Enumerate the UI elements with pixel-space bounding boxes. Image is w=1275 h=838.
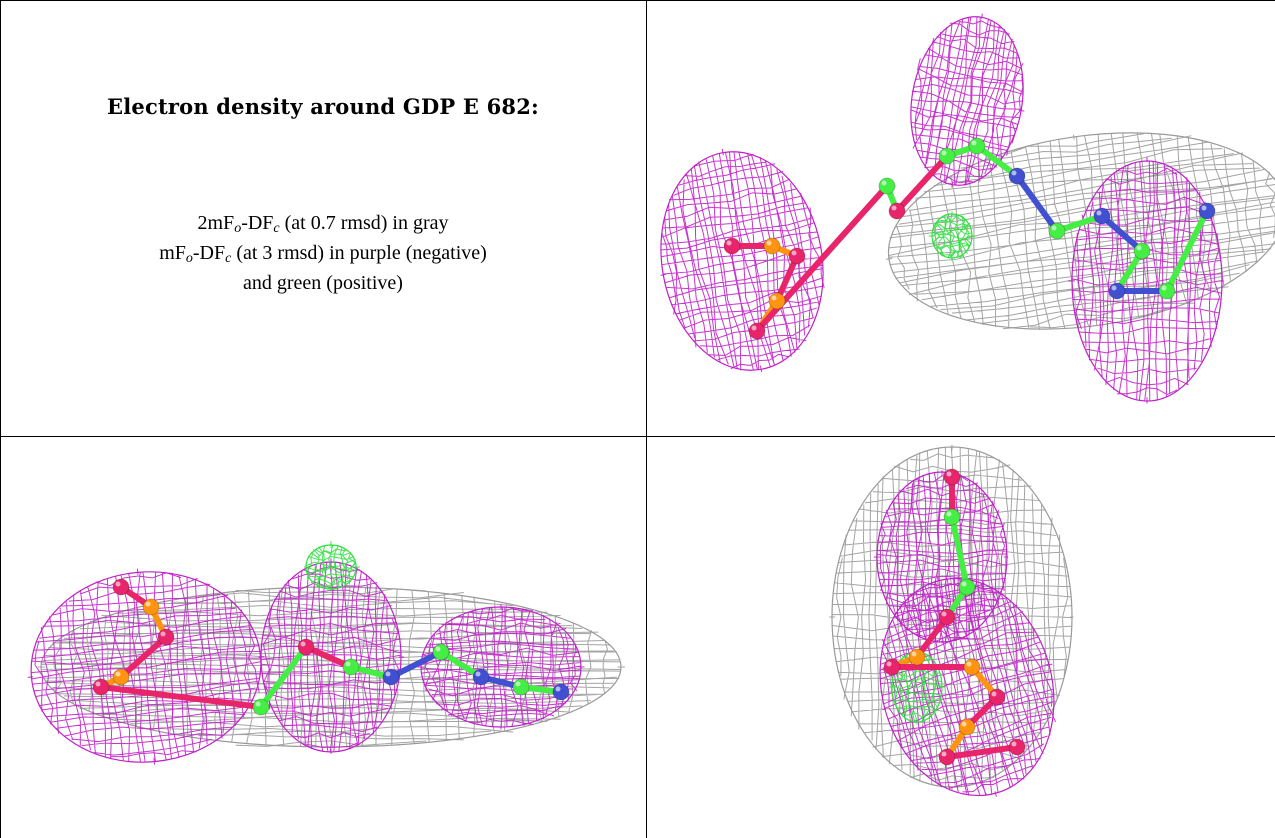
figure-title: Electron density around GDP E 682: bbox=[107, 94, 539, 119]
gdp-model-view1 bbox=[723, 137, 1216, 340]
line1-sub-c: c bbox=[273, 221, 280, 236]
line1-pre: 2mF bbox=[197, 212, 235, 234]
density-render-1 bbox=[660, 13, 1275, 404]
density-render-3 bbox=[829, 444, 1074, 797]
line2-pre: mF bbox=[159, 242, 186, 264]
line2-mid: -DF bbox=[192, 242, 226, 264]
line2-sub-c: c bbox=[225, 251, 232, 266]
ribose-mesh-view1 bbox=[910, 13, 1025, 188]
line2-sub-o: o bbox=[185, 251, 193, 266]
line1-sub-o: o bbox=[234, 221, 242, 236]
phosphate-mesh-view1 bbox=[660, 148, 825, 373]
density-view-bottom-right bbox=[647, 437, 1275, 838]
density-view-bottom-left bbox=[1, 437, 646, 838]
ribose-mesh-view2 bbox=[258, 558, 405, 754]
description-line-2mfo-dfc: 2mFo-DFc (at 0.7 rmsd) in gray bbox=[0, 208, 646, 238]
density-view-top-right bbox=[647, 1, 1275, 436]
table-divider-horizontal bbox=[0, 436, 1275, 437]
table-divider-vertical bbox=[646, 0, 647, 838]
caption-cell: Electron density around GDP E 682: 2mFo-… bbox=[0, 0, 646, 436]
line2-post: (at 3 rmsd) in purple (negative) bbox=[231, 242, 487, 264]
table-border-top bbox=[0, 0, 1275, 1]
density-render-2 bbox=[27, 541, 625, 765]
figure-description: 2mFo-DFc (at 0.7 rmsd) in gray mFo-DFc (… bbox=[0, 208, 646, 298]
description-line-mfo-dfc: mFo-DFc (at 3 rmsd) in purple (negative) bbox=[0, 238, 646, 268]
gdp-model-view3 bbox=[883, 468, 1026, 766]
gdp-model-view2 bbox=[92, 578, 570, 716]
line1-post: (at 0.7 rmsd) in gray bbox=[279, 212, 449, 234]
line1-mid: -DF bbox=[241, 212, 274, 234]
description-line-green: and green (positive) bbox=[243, 272, 403, 294]
green-mesh-view2 bbox=[303, 541, 360, 592]
table-border-left bbox=[0, 0, 1, 838]
green-mesh-view1 bbox=[928, 211, 976, 262]
